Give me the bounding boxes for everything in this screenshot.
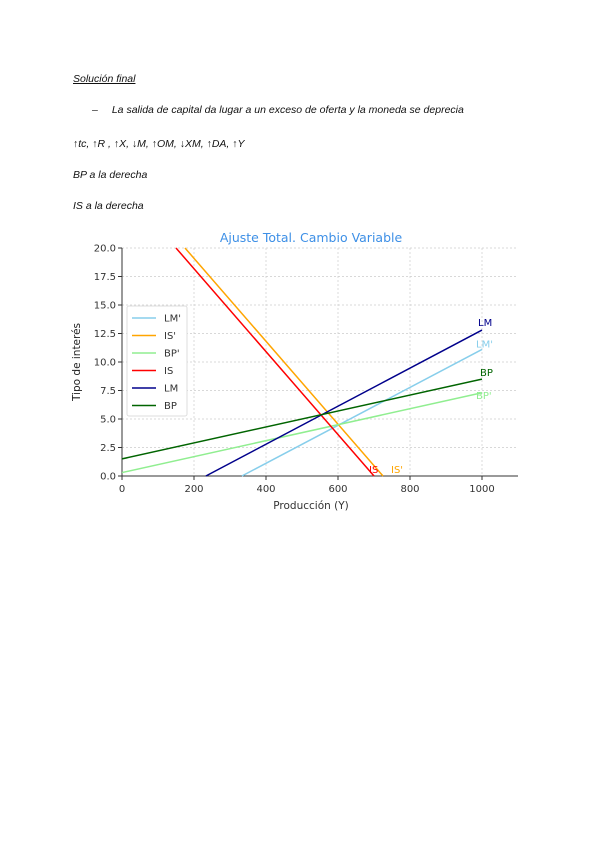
series-end-label: LM [478, 318, 492, 329]
bp-line: BP a la derecha [73, 169, 148, 181]
bullet-item: – La salida de capital da lugar a un exce… [92, 104, 464, 116]
series-end-label: BP' [476, 391, 492, 402]
y-axis-label: Tipo de interés [71, 323, 83, 402]
series-line [205, 329, 483, 477]
series-end-label: IS [369, 465, 378, 476]
x-tick-label: 0 [119, 484, 125, 495]
series-end-label: BP [480, 368, 493, 379]
series-line [121, 378, 483, 460]
legend-label: IS [164, 366, 173, 377]
legend-label: IS' [164, 331, 176, 342]
y-tick-label: 5.0 [100, 415, 116, 426]
legend-label: BP' [164, 349, 180, 360]
legend-label: LM' [164, 314, 181, 325]
x-tick-label: 800 [400, 484, 419, 495]
x-axis-label: Producción (Y) [273, 500, 348, 512]
is-line: IS a la derecha [73, 200, 144, 212]
series-end-label: IS' [391, 465, 403, 476]
series-line [241, 348, 483, 477]
x-tick-label: 600 [328, 484, 347, 495]
y-tick-label: 10.0 [94, 358, 116, 369]
chart: 0 200 400 600 800 1000 0.0 2.5 5.0 7.5 10.0 12.5 15.… [71, 230, 518, 512]
chart-title: Ajuste Total. Cambio Variable [220, 230, 403, 245]
bullet-text: La salida de capital da lugar a un exces… [111, 104, 464, 116]
y-tick-label: 2.5 [100, 443, 116, 454]
y-tick-label: 7.5 [100, 386, 116, 397]
x-tick-label: 400 [256, 484, 275, 495]
bullet-marker: – [92, 104, 98, 116]
y-tick-label: 12.5 [94, 329, 116, 340]
y-tick-label: 15.0 [94, 301, 116, 312]
series-end-label: LM' [476, 339, 493, 350]
y-tick-label: 17.5 [94, 272, 116, 283]
x-tick-label: 200 [184, 484, 203, 495]
effects-line: ↑tc, ↑R , ↑X, ↓M, ↑OM, ↓XM, ↑DA, ↑Y [73, 138, 245, 150]
legend-label: BP [164, 401, 177, 412]
y-tick-label: 0.0 [100, 472, 116, 483]
y-tick-label: 20.0 [94, 244, 116, 255]
series-line [121, 392, 483, 474]
legend-label: LM [164, 384, 178, 395]
x-tick-label: 1000 [469, 484, 494, 495]
heading: Solución final [73, 73, 136, 85]
series-line [184, 247, 384, 477]
series-line [175, 247, 375, 477]
